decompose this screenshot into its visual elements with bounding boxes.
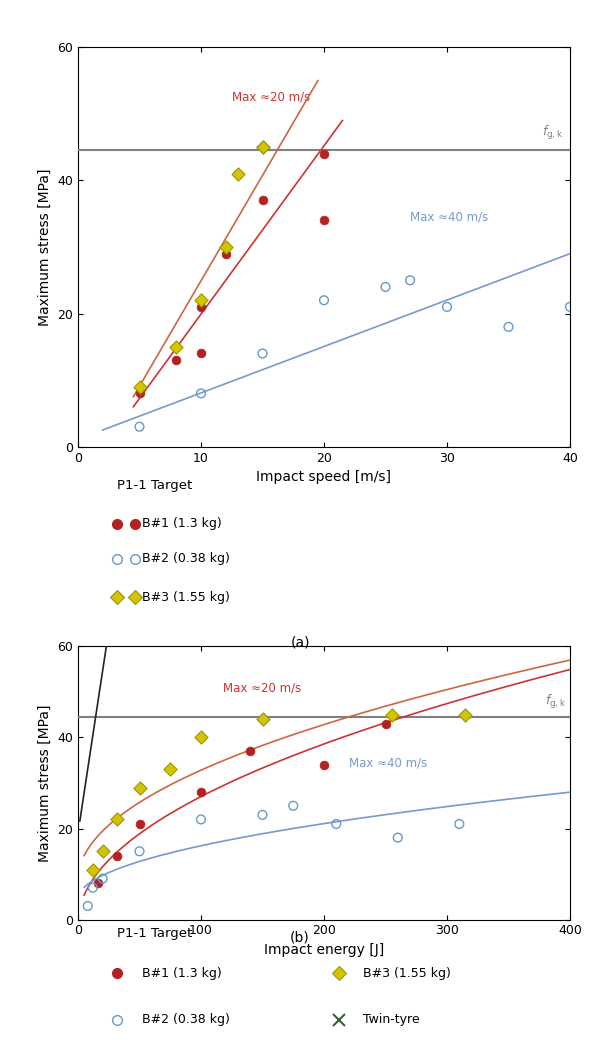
Point: [504, 318, 514, 335]
Point: [113, 847, 122, 864]
Point: [166, 761, 175, 778]
Point: [196, 298, 206, 315]
Point: [88, 861, 98, 878]
Point: [221, 239, 230, 255]
Text: (b): (b): [290, 930, 310, 944]
Point: [406, 272, 415, 289]
Point: [196, 292, 206, 309]
Point: [245, 743, 255, 760]
Point: [196, 385, 206, 401]
Point: [319, 145, 329, 162]
Y-axis label: Maximum stress [MPa]: Maximum stress [MPa]: [38, 168, 52, 326]
Point: [172, 352, 181, 369]
Text: Twin-tyre: Twin-tyre: [364, 1013, 420, 1026]
Point: [196, 729, 206, 746]
Point: [258, 192, 268, 209]
Point: [221, 245, 230, 262]
Point: [319, 292, 329, 309]
Point: [134, 385, 145, 401]
Text: P1-1 Target: P1-1 Target: [118, 927, 193, 941]
Point: [381, 716, 391, 733]
X-axis label: Impact speed [m/s]: Impact speed [m/s]: [257, 470, 392, 485]
Text: B#3 (1.55 kg): B#3 (1.55 kg): [142, 591, 230, 603]
Point: [98, 870, 107, 887]
Point: [319, 212, 329, 229]
Point: [134, 779, 145, 796]
Point: [85, 734, 95, 750]
Point: [79, 798, 89, 815]
Y-axis label: Maximum stress [MPa]: Maximum stress [MPa]: [38, 704, 52, 862]
Point: [319, 757, 329, 774]
Point: [461, 706, 470, 723]
Point: [113, 811, 122, 828]
Point: [98, 843, 107, 860]
Point: [393, 829, 403, 846]
Text: B#2 (0.38 kg): B#2 (0.38 kg): [142, 553, 230, 565]
Point: [196, 811, 206, 828]
Text: B#1 (1.3 kg): B#1 (1.3 kg): [142, 967, 222, 980]
Point: [93, 874, 103, 891]
Point: [332, 816, 341, 832]
Point: [381, 279, 391, 295]
Point: [233, 165, 242, 182]
Point: [258, 806, 268, 823]
Point: [134, 816, 145, 832]
Text: Max ≈40 m/s: Max ≈40 m/s: [349, 757, 427, 769]
Point: [98, 679, 107, 696]
Point: [83, 898, 92, 914]
Point: [387, 706, 397, 723]
Point: [455, 816, 464, 832]
Point: [92, 683, 101, 700]
Point: [258, 345, 268, 362]
Point: [289, 798, 298, 815]
Point: [134, 418, 145, 435]
Text: P1-1 Target: P1-1 Target: [118, 479, 193, 493]
Text: Max ≈40 m/s: Max ≈40 m/s: [410, 210, 488, 224]
Text: Max ≈20 m/s: Max ≈20 m/s: [223, 681, 301, 695]
X-axis label: Impact energy [J]: Impact energy [J]: [264, 943, 384, 957]
Point: [134, 843, 145, 860]
Point: [172, 338, 181, 355]
Text: B#2 (0.38 kg): B#2 (0.38 kg): [142, 1013, 230, 1026]
Point: [258, 139, 268, 156]
Text: Max ≈20 m/s: Max ≈20 m/s: [232, 90, 310, 104]
Point: [134, 378, 145, 395]
Point: [442, 298, 452, 315]
Point: [196, 345, 206, 362]
Point: [258, 139, 268, 156]
Text: $\mathit{f}_{\mathrm{g,k}}$: $\mathit{f}_{\mathrm{g,k}}$: [542, 124, 564, 143]
Text: (a): (a): [290, 636, 310, 650]
Point: [88, 880, 98, 897]
Text: B#1 (1.3 kg): B#1 (1.3 kg): [142, 517, 222, 530]
Point: [565, 298, 575, 315]
Point: [196, 784, 206, 801]
Text: B#3 (1.55 kg): B#3 (1.55 kg): [364, 967, 451, 980]
Text: $\mathit{f}_{\mathrm{g,k}}$: $\mathit{f}_{\mathrm{g,k}}$: [545, 694, 566, 712]
Point: [258, 710, 268, 727]
